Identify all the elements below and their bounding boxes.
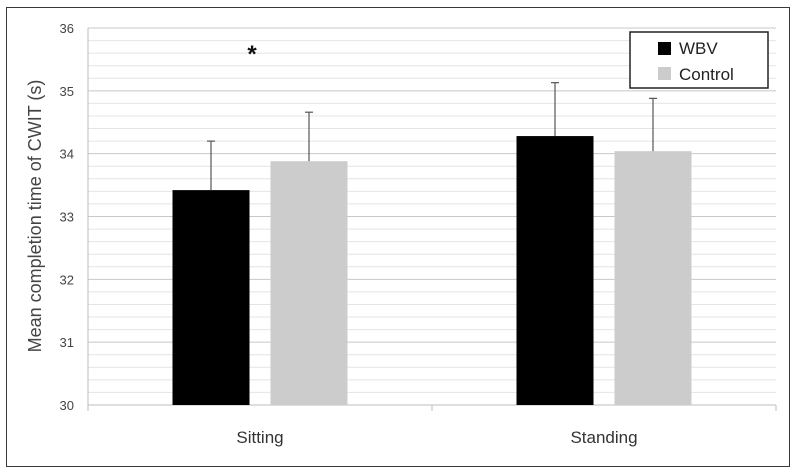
y-tick-label: 36 <box>60 21 74 36</box>
legend: WBV Control <box>629 31 769 89</box>
y-tick-label: 30 <box>60 398 74 413</box>
legend-label-wbv: WBV <box>679 39 718 58</box>
x-category-label: Standing <box>570 428 637 447</box>
y-tick-label: 31 <box>60 335 74 350</box>
x-category-label: Sitting <box>236 428 283 447</box>
y-tick-label: 32 <box>60 272 74 287</box>
legend-swatch-wbv <box>658 42 671 55</box>
significance-marker: * <box>247 41 257 68</box>
legend-box <box>629 31 769 89</box>
y-tick-label: 33 <box>60 210 74 225</box>
y-axis-label: Mean completion time of CWIT (s) <box>25 80 45 353</box>
bar-control-standing <box>614 151 692 405</box>
bars <box>172 82 692 405</box>
y-tick-label: 35 <box>60 84 74 99</box>
legend-swatch-control <box>658 67 671 80</box>
bar-wbv-standing <box>516 136 594 405</box>
axis-labels: 30 31 32 33 34 35 36 Sitting Standing <box>60 21 638 447</box>
y-tick-label: 34 <box>60 147 74 162</box>
bar-control-sitting <box>270 161 348 405</box>
legend-label-control: Control <box>679 65 734 84</box>
bar-wbv-sitting <box>172 190 250 405</box>
